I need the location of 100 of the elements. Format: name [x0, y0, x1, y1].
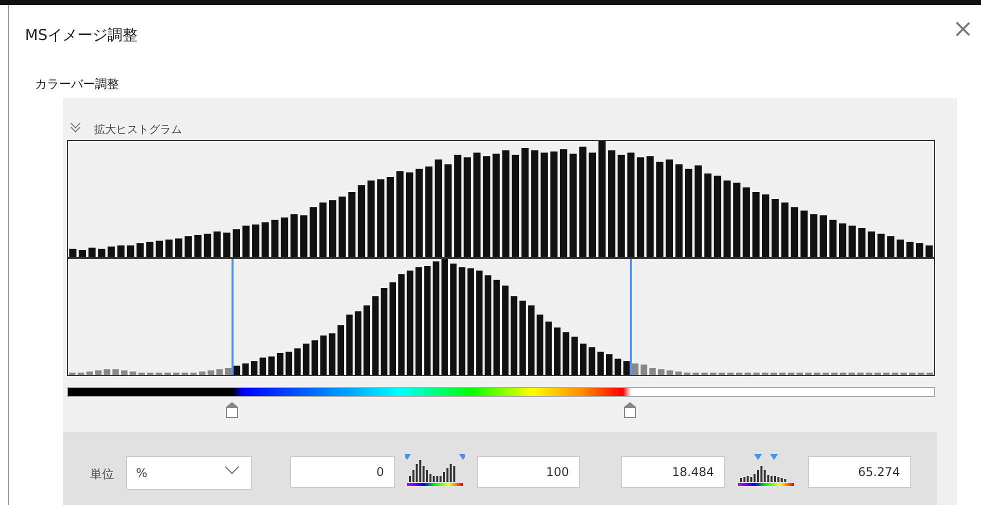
bar [300, 215, 308, 257]
bar [268, 356, 275, 375]
text: % [136, 466, 148, 480]
bar [632, 363, 638, 375]
bar [364, 305, 370, 375]
bar [772, 199, 779, 257]
bar [319, 202, 327, 257]
bar [762, 194, 770, 257]
text: 0 [376, 465, 384, 479]
bar [467, 268, 474, 375]
bar [310, 207, 317, 257]
bar [252, 224, 260, 257]
bar [588, 152, 596, 257]
bar [165, 240, 173, 257]
bar [714, 176, 722, 257]
bar [646, 156, 654, 257]
bar [606, 354, 612, 375]
bar [367, 180, 375, 257]
bar [223, 232, 230, 257]
bar [276, 352, 284, 375]
bar [425, 166, 432, 257]
bar [571, 336, 578, 375]
bar [184, 236, 192, 257]
bar [286, 352, 292, 375]
bar [208, 370, 214, 375]
bar [658, 369, 664, 375]
bar [704, 173, 712, 257]
bar [521, 148, 529, 257]
bar [117, 245, 125, 257]
bar [562, 332, 570, 375]
bar [234, 366, 240, 375]
bar [598, 141, 606, 257]
bar [415, 267, 422, 375]
bar [294, 348, 301, 375]
bar [848, 226, 856, 257]
bar [820, 215, 827, 257]
bar [224, 368, 232, 375]
bar [868, 231, 876, 257]
text: 18.484 [672, 465, 714, 479]
bar [476, 270, 483, 375]
bar [877, 234, 885, 257]
bar [636, 157, 644, 257]
bar [781, 202, 788, 257]
bar [579, 146, 586, 257]
bar [290, 214, 298, 257]
bar [531, 150, 538, 257]
bar [512, 154, 520, 257]
bar [406, 172, 414, 257]
bar [614, 358, 622, 375]
bar [136, 243, 144, 257]
bar [260, 358, 266, 375]
bar [464, 157, 471, 257]
bar [627, 152, 635, 257]
bar [312, 340, 318, 375]
bar [242, 363, 249, 375]
bar [858, 228, 866, 257]
bar [450, 264, 457, 375]
bar [432, 261, 440, 375]
chart-title: 拡大ヒストグラム [94, 122, 182, 137]
bar [570, 154, 577, 257]
bar [390, 282, 396, 375]
bar [271, 220, 278, 257]
bar [597, 352, 604, 375]
bar [482, 156, 490, 257]
bar [95, 370, 102, 375]
bar [214, 231, 221, 257]
bar [580, 344, 587, 375]
bar [790, 207, 798, 257]
bar [320, 336, 327, 375]
bar [554, 327, 561, 375]
bar [156, 240, 164, 257]
bar [386, 176, 394, 257]
bar [473, 152, 481, 257]
bar [358, 185, 366, 257]
bar [926, 245, 933, 257]
bar [752, 192, 760, 257]
bar [78, 250, 86, 257]
bar [800, 210, 808, 257]
bar [550, 151, 558, 257]
bar [444, 164, 452, 257]
bar [838, 223, 846, 257]
text: MSイメージ調整 [25, 26, 138, 45]
bar [329, 200, 336, 257]
bar [98, 248, 106, 257]
bar [328, 333, 336, 375]
bar [742, 187, 750, 257]
bar [528, 305, 535, 375]
bar [916, 243, 924, 257]
bar [434, 160, 442, 257]
bar [338, 196, 346, 257]
bar [896, 240, 904, 257]
bar [216, 369, 223, 375]
bar [458, 267, 466, 375]
bar [685, 168, 692, 257]
bar [250, 361, 258, 375]
bar [380, 288, 388, 375]
bar [338, 325, 344, 375]
bar [492, 154, 500, 257]
bar [810, 214, 818, 257]
bar [302, 344, 310, 375]
